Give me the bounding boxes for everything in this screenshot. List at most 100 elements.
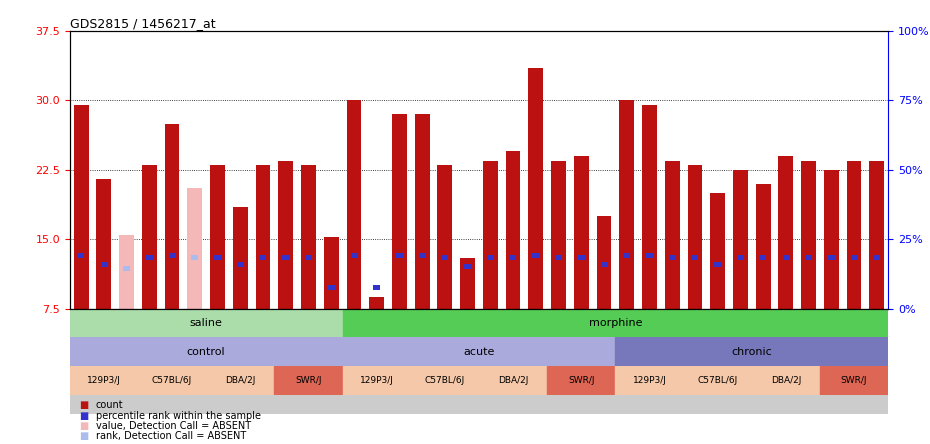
Bar [820,366,888,395]
Bar [706,309,729,414]
Bar [278,161,293,309]
Text: GDS2815 / 1456217_at: GDS2815 / 1456217_at [70,17,216,30]
Bar [418,254,425,258]
Bar [661,309,684,414]
Bar [365,309,388,414]
Bar [433,309,457,414]
Bar [782,255,790,260]
Text: DBA/2J: DBA/2J [498,376,528,385]
Bar [464,265,471,270]
Text: chronic: chronic [731,347,772,357]
Bar [729,309,751,414]
Bar [533,254,539,258]
Bar [342,309,888,337]
Bar [596,216,611,309]
Text: saline: saline [190,318,222,328]
Bar [851,255,857,260]
Bar [574,156,589,309]
Bar [737,255,744,260]
Bar [684,366,751,395]
Bar [146,255,153,260]
Bar [415,115,430,309]
Bar [866,309,888,414]
Bar [638,309,661,414]
Bar [442,255,448,260]
Bar [775,309,797,414]
Text: 129P3/J: 129P3/J [632,376,667,385]
Text: acute: acute [463,347,495,357]
Bar [320,309,342,414]
Bar [142,165,156,309]
Bar [97,179,112,309]
Bar [100,262,107,267]
Bar [570,309,592,414]
Text: C57BL/6J: C57BL/6J [698,376,737,385]
Text: control: control [187,347,225,357]
Bar [274,309,297,414]
Bar [187,188,202,309]
Text: C57BL/6J: C57BL/6J [152,376,193,385]
Bar [297,309,320,414]
Bar [274,366,342,395]
Bar [373,285,380,290]
Bar [301,165,316,309]
Bar [756,184,770,309]
Text: ■: ■ [79,400,88,410]
Bar [210,165,225,309]
Bar [369,297,384,309]
Bar [551,161,565,309]
Bar [669,255,675,260]
Bar [342,337,616,366]
Bar [388,309,411,414]
Bar [460,258,475,309]
Bar [252,309,274,414]
Bar [138,309,161,414]
Bar [73,105,88,309]
Bar [510,255,516,260]
Bar [183,309,206,414]
Bar [616,366,684,395]
Text: value, Detection Call = ABSENT: value, Detection Call = ABSENT [96,421,251,431]
Bar [124,266,130,271]
Bar [751,366,820,395]
Bar [687,165,702,309]
Bar [692,255,698,260]
Bar [214,255,220,260]
Bar [206,309,229,414]
Bar [305,255,312,260]
Bar [457,309,479,414]
Bar [229,309,252,414]
Bar [328,285,335,290]
Bar [616,337,888,366]
Bar [601,262,607,267]
Bar [70,337,342,366]
Bar [161,309,183,414]
Text: rank, Detection Call = ABSENT: rank, Detection Call = ABSENT [96,431,246,441]
Bar [351,254,357,258]
Bar [168,254,176,258]
Text: SWR/J: SWR/J [841,376,868,385]
Bar [797,309,820,414]
Text: C57BL/6J: C57BL/6J [425,376,465,385]
Bar [256,165,271,309]
Bar [342,366,411,395]
Bar [237,262,244,267]
Bar [642,105,657,309]
Bar [501,309,525,414]
Bar [483,161,498,309]
Bar [619,100,634,309]
Bar [843,309,866,414]
Bar [801,161,816,309]
Bar [828,255,834,260]
Text: count: count [96,400,124,410]
Bar [232,207,247,309]
Bar [437,165,452,309]
Text: ■: ■ [79,411,88,420]
Bar [115,309,138,414]
Text: SWR/J: SWR/J [568,376,594,385]
Bar [70,366,138,395]
Bar [70,309,342,337]
Text: DBA/2J: DBA/2J [771,376,801,385]
Bar [873,255,880,260]
Bar [92,309,115,414]
